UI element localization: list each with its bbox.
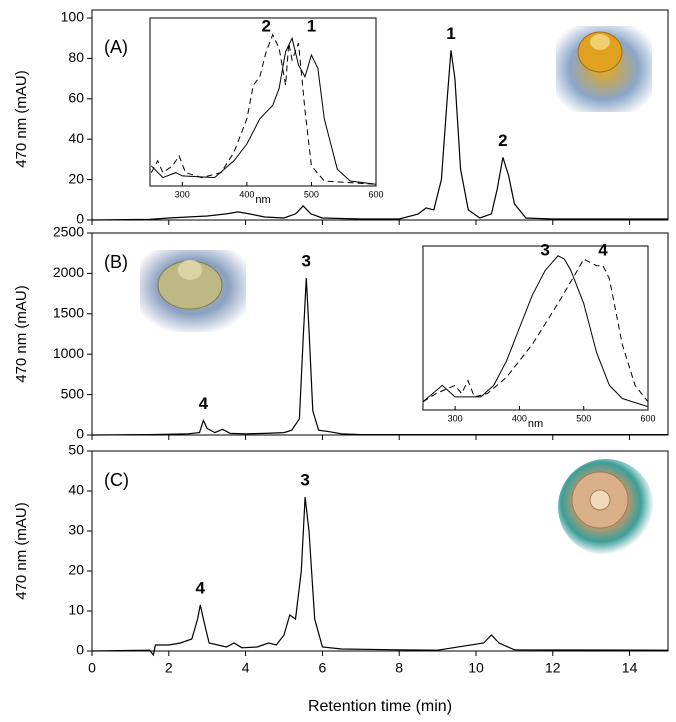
inset-x-axis-title: nm — [255, 194, 270, 206]
y-tick-label: 40 — [68, 482, 84, 498]
y-tick-label: 60 — [68, 90, 84, 106]
line — [91, 50, 668, 221]
line — [91, 496, 669, 657]
line — [91, 278, 668, 436]
inset-x-tick-label: 500 — [304, 189, 319, 199]
line — [422, 258, 649, 403]
inset-x-tick-label: 600 — [368, 189, 383, 199]
inset-x-tick-label: 400 — [512, 413, 527, 423]
line — [150, 33, 377, 185]
y-tick-label: 50 — [68, 442, 84, 458]
photo-b — [140, 250, 246, 332]
inset-x-tick-label: 300 — [448, 413, 463, 423]
y-tick-label: 80 — [68, 49, 84, 65]
inset-x-axis-title: nm — [528, 418, 543, 430]
x-tick-label: 6 — [319, 660, 327, 676]
panel-label: (B) — [104, 252, 128, 272]
peak-label: 3 — [540, 241, 549, 260]
inset-frame — [149, 17, 377, 187]
y-tick-label: 30 — [68, 522, 84, 538]
y-tick-label: 0 — [76, 211, 84, 227]
peak-label: 4 — [598, 241, 608, 260]
inset-x-tick-label: 500 — [576, 413, 591, 423]
y-tick-label: 10 — [68, 602, 84, 618]
x-tick-label: 0 — [88, 660, 96, 676]
peak-label: 4 — [196, 578, 206, 597]
y-tick-label: 2500 — [53, 224, 84, 240]
x-tick-label: 10 — [468, 660, 484, 676]
inset-frame — [422, 245, 649, 411]
x-tick-label: 8 — [395, 660, 403, 676]
peak-label: 3 — [302, 252, 311, 271]
x-tick-label: 4 — [242, 660, 250, 676]
x-tick-label: 14 — [622, 660, 638, 676]
peak-label: 3 — [300, 470, 309, 489]
y-tick-label: 40 — [68, 130, 84, 146]
inset-x-tick-label: 600 — [640, 413, 655, 423]
plot-frame — [91, 9, 669, 221]
line — [150, 36, 377, 185]
y-tick-label: 0 — [76, 426, 84, 442]
panel-label: (C) — [104, 470, 129, 490]
y-tick-label: 500 — [61, 385, 85, 401]
plot-frame — [91, 450, 669, 652]
line — [422, 255, 649, 408]
y-tick-label: 2000 — [53, 264, 84, 280]
peak-label: 2 — [261, 16, 270, 35]
photo-a — [556, 26, 652, 112]
y-tick-label: 1500 — [53, 305, 84, 321]
peak-label: 1 — [446, 24, 455, 43]
y-tick-label: 20 — [68, 170, 84, 186]
inset-x-tick-label: 400 — [239, 189, 254, 199]
y-axis-title: 470 nm (mAU) — [13, 502, 30, 600]
peak-label: 4 — [199, 394, 209, 413]
peak-label: 2 — [498, 131, 507, 150]
photo-c — [558, 459, 654, 555]
panel-label: (A) — [104, 37, 128, 57]
x-axis-title: Retention time (min) — [308, 698, 452, 715]
y-tick-label: 100 — [61, 9, 85, 25]
y-axis-title: 470 nm (mAU) — [13, 70, 30, 168]
x-tick-label: 12 — [545, 660, 561, 676]
y-tick-label: 20 — [68, 562, 84, 578]
y-axis-title: 470 nm (mAU) — [13, 285, 30, 383]
x-tick-label: 2 — [165, 660, 173, 676]
y-tick-label: 1000 — [53, 345, 84, 361]
inset-x-tick-label: 300 — [175, 189, 190, 199]
peak-label: 1 — [307, 16, 316, 35]
y-tick-label: 0 — [76, 642, 84, 658]
